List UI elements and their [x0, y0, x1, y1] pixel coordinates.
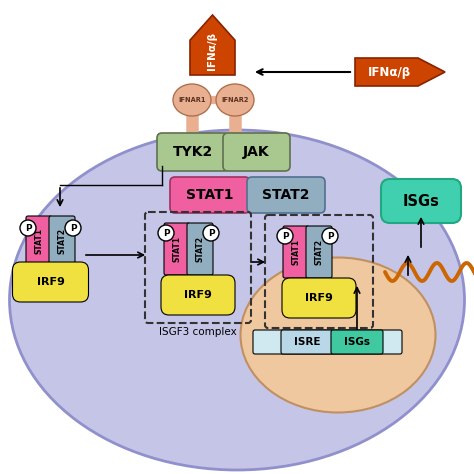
FancyBboxPatch shape — [12, 262, 89, 302]
Text: STAT1: STAT1 — [173, 236, 182, 262]
Text: IFNAR1: IFNAR1 — [178, 97, 206, 103]
FancyBboxPatch shape — [331, 330, 383, 354]
Circle shape — [65, 220, 81, 236]
FancyBboxPatch shape — [26, 216, 52, 265]
Circle shape — [158, 225, 174, 241]
Text: IFNAR2: IFNAR2 — [221, 97, 249, 103]
FancyBboxPatch shape — [281, 330, 333, 354]
Text: IRF9: IRF9 — [36, 277, 64, 287]
Ellipse shape — [240, 257, 436, 412]
FancyBboxPatch shape — [283, 226, 309, 278]
Text: STAT2: STAT2 — [195, 236, 204, 262]
FancyBboxPatch shape — [306, 226, 332, 278]
Text: TYK2: TYK2 — [173, 145, 213, 159]
Ellipse shape — [216, 84, 254, 116]
Text: IFNα/β: IFNα/β — [208, 32, 218, 70]
Polygon shape — [355, 58, 445, 86]
Text: IFNα/β: IFNα/β — [368, 65, 411, 79]
Text: STAT2: STAT2 — [57, 228, 66, 254]
FancyBboxPatch shape — [247, 177, 325, 213]
Circle shape — [203, 225, 219, 241]
Text: P: P — [70, 224, 76, 233]
Text: STAT2: STAT2 — [262, 188, 310, 202]
Text: P: P — [25, 224, 31, 233]
FancyBboxPatch shape — [49, 216, 75, 265]
Text: ISRE: ISRE — [294, 337, 320, 347]
Text: P: P — [208, 228, 214, 237]
Circle shape — [322, 228, 338, 244]
Text: STAT2: STAT2 — [315, 239, 323, 265]
Text: JAK: JAK — [243, 145, 269, 159]
Circle shape — [277, 228, 293, 244]
FancyBboxPatch shape — [164, 223, 190, 275]
Text: ISGs: ISGs — [402, 193, 439, 209]
Ellipse shape — [9, 130, 465, 470]
Text: P: P — [327, 231, 333, 240]
Text: IRF9: IRF9 — [305, 293, 333, 303]
FancyBboxPatch shape — [381, 179, 461, 223]
Text: ISGF3 complex: ISGF3 complex — [159, 327, 237, 337]
Text: STAT1: STAT1 — [186, 188, 234, 202]
Text: P: P — [163, 228, 169, 237]
FancyBboxPatch shape — [282, 278, 356, 318]
FancyBboxPatch shape — [157, 133, 229, 171]
FancyBboxPatch shape — [187, 223, 213, 275]
Text: IRF9: IRF9 — [184, 290, 212, 300]
Text: STAT1: STAT1 — [35, 228, 44, 254]
Text: ISGs: ISGs — [344, 337, 370, 347]
FancyBboxPatch shape — [223, 133, 290, 171]
FancyBboxPatch shape — [253, 330, 402, 354]
FancyBboxPatch shape — [170, 177, 250, 213]
Text: P: P — [282, 231, 288, 240]
Text: STAT1: STAT1 — [292, 239, 301, 265]
FancyBboxPatch shape — [161, 275, 235, 315]
Polygon shape — [190, 15, 235, 75]
Circle shape — [20, 220, 36, 236]
Ellipse shape — [173, 84, 211, 116]
